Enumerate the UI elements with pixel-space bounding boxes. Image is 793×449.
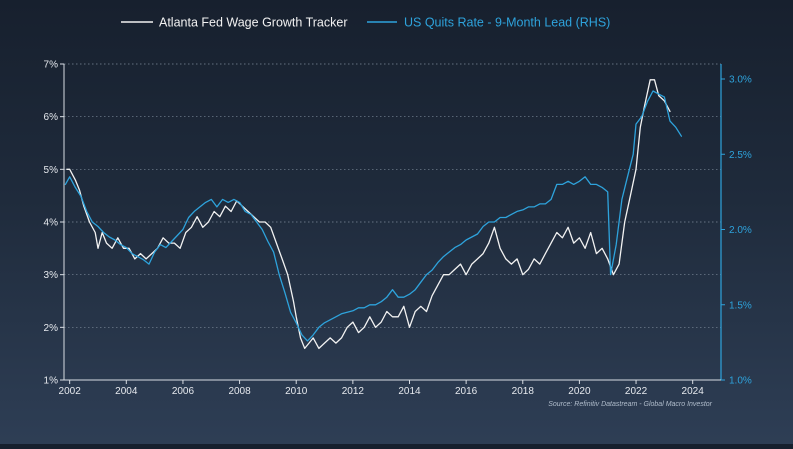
y-axis-left-ticks: 1% 2% 3% 4% 5% 6% 7% [44,60,64,387]
legend: Atlanta Fed Wage Growth Tracker US Quits … [121,16,610,30]
x-tick-label: 2008 [228,386,251,397]
x-tick-label: 2012 [342,386,365,397]
y-left-tick-label: 7% [44,60,59,71]
x-tick-label: 2020 [568,386,591,397]
series-layer [64,79,683,350]
source-note: Source: Refinitiv Datastream - Global Ma… [548,401,712,408]
series-line-wage-growth [66,79,671,350]
y-right-tick-label: 1.5% [729,300,752,311]
y-left-tick-label: 6% [44,112,59,123]
y-left-tick-label: 5% [44,165,59,176]
x-tick-label: 2022 [625,386,648,397]
legend-label: US Quits Rate - 9-Month Lead (RHS) [404,16,610,30]
x-tick-label: 2014 [398,386,421,397]
y-left-tick-label: 2% [44,323,59,334]
series-line-quits-rate [64,90,683,342]
y-left-tick-label: 1% [44,376,59,387]
y-right-tick-label: 1.0% [729,376,752,387]
x-tick-label: 2024 [682,386,705,397]
x-tick-label: 2018 [512,386,535,397]
y-right-tick-label: 3.0% [729,75,752,86]
x-tick-label: 2004 [115,386,138,397]
x-tick-label: 2006 [172,386,195,397]
x-axis-ticks: 2002 2004 2006 2008 2010 2012 2014 2016 2018 2020… [59,380,705,397]
x-tick-label: 2002 [59,386,82,397]
gridlines [64,63,721,328]
y-left-tick-label: 3% [44,270,59,281]
y-right-tick-label: 2.5% [729,150,752,161]
x-tick-label: 2016 [455,386,478,397]
y-right-tick-label: 2.0% [729,225,752,236]
legend-label: Atlanta Fed Wage Growth Tracker [159,16,348,30]
y-left-tick-label: 4% [44,218,59,229]
x-tick-label: 2010 [285,386,308,397]
y-axis-right-ticks: 1.0% 1.5% 2.0% 2.5% 3.0% [721,75,752,387]
